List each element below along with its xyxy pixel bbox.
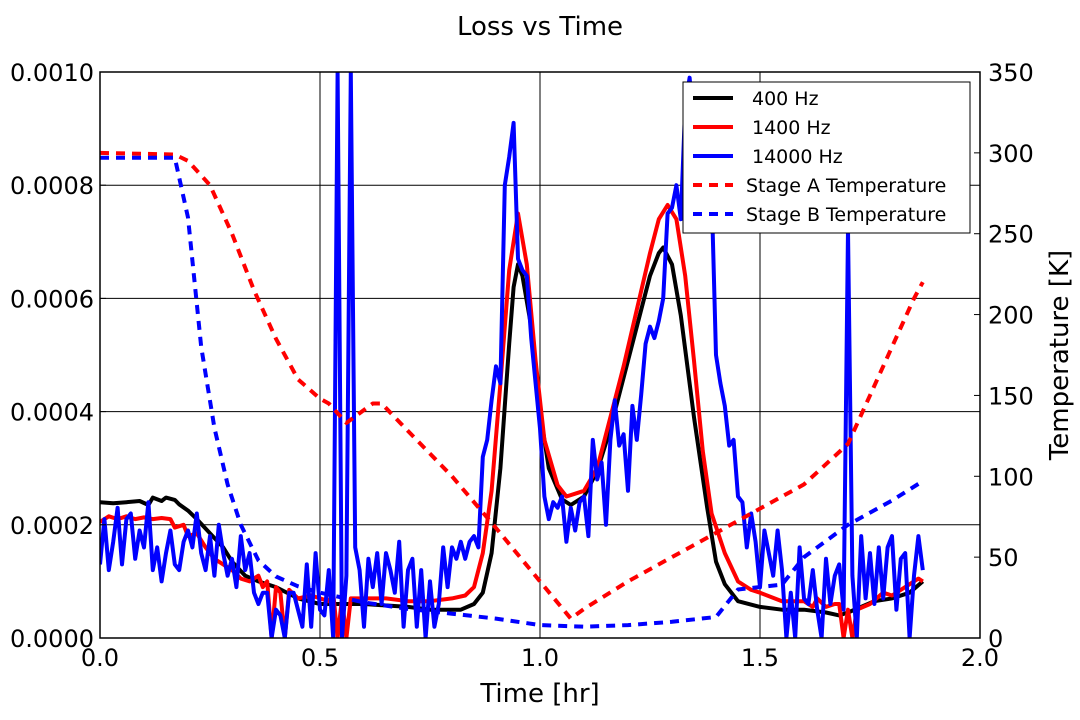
chart-title: Loss vs Time (457, 12, 623, 42)
y-left-tick-label: 0.0006 (10, 285, 94, 313)
y-left-tick-label: 0.0000 (10, 625, 94, 653)
y-right-tick-label: 300 (988, 140, 1034, 168)
legend-label: 14000 Hz (752, 146, 843, 168)
x-tick-label: 0.5 (301, 644, 339, 672)
y-right-tick-label: 250 (988, 221, 1034, 249)
legend-label: Stage B Temperature (746, 204, 946, 226)
y-left-tick-label: 0.0008 (10, 172, 94, 200)
legend-label: Stage A Temperature (746, 175, 946, 197)
axis-ticks: 0.0 0.5 1.0 1.5 2.0 0.0000 0.0002 0.0004 0.0006 0… (10, 59, 1034, 672)
y-right-tick-label: 50 (988, 544, 1019, 572)
y-right-tick-label: 0 (988, 625, 1003, 653)
series-line-14000-hz (100, 72, 925, 638)
x-axis-label: Time [hr] (479, 679, 599, 709)
x-tick-label: 2.0 (961, 644, 999, 672)
series-lines (100, 72, 925, 638)
legend-label: 400 Hz (752, 88, 819, 110)
y-right-tick-label: 350 (988, 59, 1034, 87)
legend: 400 Hz 1400 Hz 14000 Hz Stage A Temperature… (682, 81, 971, 234)
x-tick-label: 1.0 (521, 644, 559, 672)
x-tick-label: 0.0 (81, 644, 119, 672)
y-right-axis-label: Temperature [K] (1045, 250, 1075, 461)
series-line-stage-a-temperature (100, 150, 925, 621)
legend-label: 1400 Hz (752, 117, 831, 139)
y-right-tick-label: 100 (988, 463, 1034, 491)
y-left-tick-label: 0.0004 (10, 399, 94, 427)
series-line-400-hz (100, 245, 925, 618)
series-line-stage-b-temperature (100, 155, 924, 629)
y-right-tick-label: 200 (988, 302, 1034, 330)
y-left-tick-label: 0.0010 (10, 59, 94, 87)
x-tick-label: 1.5 (741, 644, 779, 672)
y-right-tick-label: 150 (988, 382, 1034, 410)
y-left-tick-label: 0.0002 (10, 512, 94, 540)
